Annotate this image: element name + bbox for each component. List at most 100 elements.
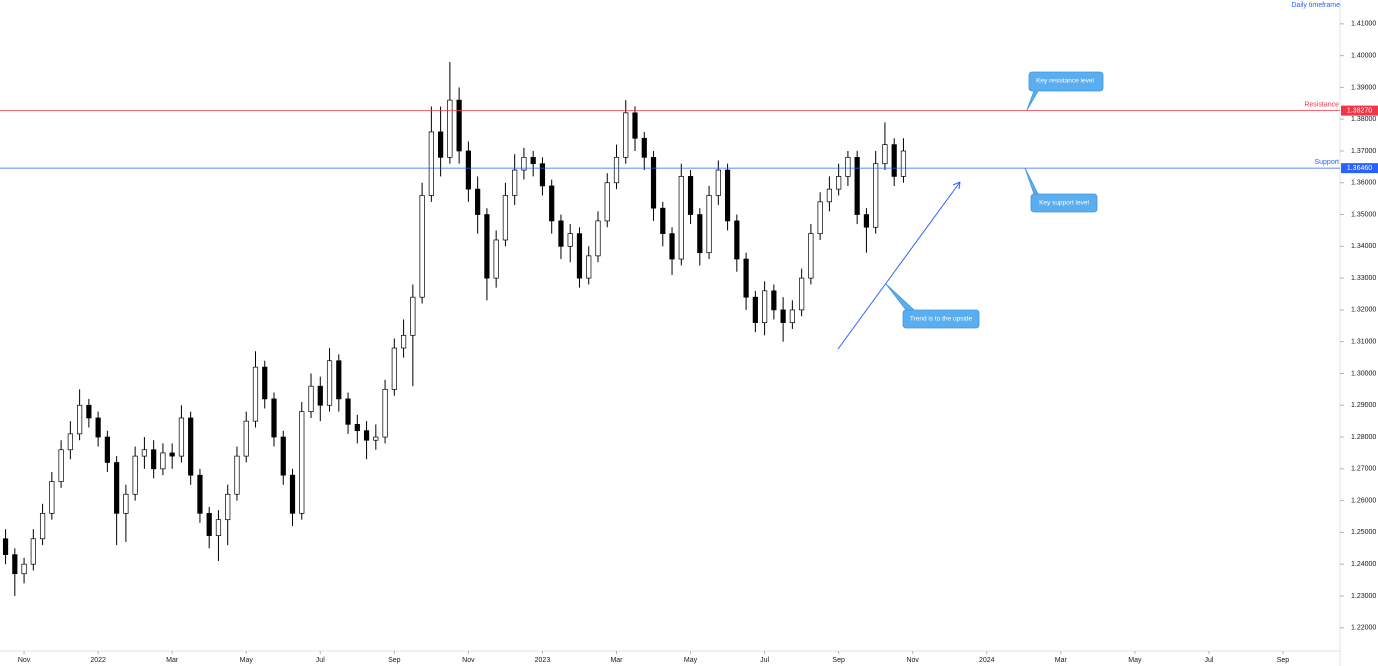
candle-body [215, 519, 222, 536]
y-tick-label: 1.40000 [1351, 52, 1376, 59]
candle-body [475, 188, 481, 215]
callout-text: Key resistance level [1036, 78, 1094, 85]
x-tick-label: Mar [166, 657, 179, 664]
candle-body [706, 195, 712, 254]
candle-body [502, 195, 509, 241]
y-tick-label: 1.33000 [1351, 275, 1376, 282]
y-tick-label: 1.30000 [1351, 370, 1376, 377]
y-tick-label: 1.23000 [1351, 593, 1376, 600]
candle-body [465, 150, 471, 190]
candle-body [484, 214, 490, 279]
y-tick-label: 1.24000 [1351, 561, 1376, 568]
candle-body [252, 366, 259, 422]
level-tag-label: 1.38270 [1347, 107, 1372, 114]
y-tick-label: 1.27000 [1351, 466, 1376, 473]
candle-body [12, 554, 18, 575]
timeframe-note: Daily timeframe [1291, 2, 1340, 9]
y-tick-label: 1.41000 [1351, 21, 1376, 28]
x-tick-label: Jul [1204, 657, 1213, 664]
trend-arrow-head [952, 181, 961, 190]
y-tick-label: 1.39000 [1351, 84, 1376, 91]
y-tick-label: 1.31000 [1351, 339, 1376, 346]
candle-body [2, 538, 9, 555]
y-tick-label: 1.29000 [1351, 402, 1376, 409]
candle-body [262, 366, 268, 400]
x-tick-label: 2024 [979, 657, 995, 664]
candle-body [21, 563, 27, 575]
candle-body [188, 417, 194, 476]
level-name: Support [1314, 159, 1339, 166]
candle-body [206, 512, 212, 536]
x-tick-label: Jul [316, 657, 325, 664]
candle-body [169, 452, 175, 457]
candle-body [799, 277, 805, 311]
y-tick-label: 1.32000 [1351, 307, 1376, 314]
candle-body [317, 385, 323, 406]
level-name: Resistance [1304, 101, 1339, 108]
level-tag [1341, 163, 1378, 174]
y-tick-label: 1.25000 [1351, 529, 1376, 536]
y-tick-label: 1.36000 [1351, 180, 1376, 187]
candle-body [641, 137, 647, 158]
candle-body [104, 436, 110, 463]
candle-body [530, 156, 536, 165]
candle-body [697, 214, 703, 254]
candle-body [576, 233, 583, 279]
candle-body [660, 207, 666, 234]
candle-body [373, 436, 379, 441]
x-tick-label: 2022 [90, 657, 106, 664]
x-tick-label: Jul [760, 657, 769, 664]
x-tick-label: May [1128, 657, 1142, 664]
candle-body [77, 404, 83, 435]
candle-body [151, 449, 157, 470]
candle-body [160, 452, 166, 470]
candle-body [39, 512, 46, 540]
x-tick-label: Sep [1277, 657, 1290, 664]
candle-body [447, 99, 453, 158]
x-tick-label: Nov [906, 657, 919, 664]
candle-body [382, 389, 388, 438]
candle-body [345, 398, 351, 425]
candle-body [428, 131, 434, 196]
candle-body [678, 176, 684, 260]
candle-body [178, 417, 185, 457]
candle-body [743, 258, 749, 298]
candle-body [225, 493, 231, 521]
candle-body [613, 156, 620, 184]
x-tick-label: Nov [18, 657, 31, 664]
candle-body [604, 182, 610, 222]
y-tick-label: 1.35000 [1351, 211, 1376, 218]
x-tick-label: 2023 [535, 657, 551, 664]
candle-body [49, 481, 55, 514]
candle-body [567, 233, 573, 247]
candle-body [826, 188, 833, 203]
candle-body [891, 144, 897, 177]
trend-arrow [837, 181, 961, 350]
callout [1024, 167, 1098, 213]
callout-text: Trend is to the upside [910, 316, 973, 323]
candle-body [67, 433, 73, 451]
candle-body [271, 398, 277, 438]
candle-body [762, 290, 768, 323]
candle-body [243, 420, 249, 457]
candle-body [123, 493, 129, 514]
y-tick-label: 1.26000 [1351, 497, 1376, 504]
level-tag [1341, 105, 1378, 116]
x-tick-label: May [240, 657, 254, 664]
candle-body [336, 360, 342, 400]
candle-body [299, 411, 305, 514]
candle-body [808, 233, 814, 279]
x-tick-label: May [684, 657, 698, 664]
candle-body [650, 156, 657, 209]
candle-body [141, 449, 148, 457]
candle-body [280, 436, 286, 476]
candle-body [58, 449, 64, 482]
candle-body [354, 423, 360, 432]
candle-body [132, 455, 138, 495]
x-tick-label: Sep [832, 657, 845, 664]
candle-body [780, 309, 786, 323]
callout [885, 283, 980, 329]
candle-body [410, 296, 416, 336]
candle-body [586, 255, 592, 279]
y-tick-label: 1.34000 [1351, 243, 1376, 250]
